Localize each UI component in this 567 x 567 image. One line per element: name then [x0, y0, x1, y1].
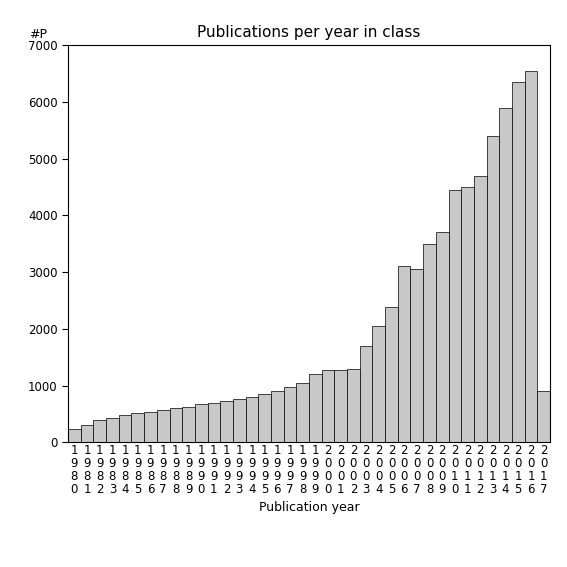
- Title: Publications per year in class: Publications per year in class: [197, 25, 421, 40]
- Bar: [170, 408, 182, 442]
- Bar: [486, 136, 500, 442]
- Bar: [335, 370, 347, 442]
- Bar: [538, 391, 550, 442]
- X-axis label: Publication year: Publication year: [259, 501, 359, 514]
- Bar: [284, 387, 297, 442]
- Bar: [220, 401, 233, 442]
- Bar: [144, 412, 157, 442]
- Bar: [373, 326, 385, 442]
- Bar: [524, 71, 538, 442]
- Bar: [68, 429, 81, 442]
- Bar: [385, 307, 398, 442]
- Bar: [157, 410, 170, 442]
- Bar: [512, 82, 524, 442]
- Bar: [448, 190, 461, 442]
- Bar: [195, 404, 208, 442]
- Bar: [309, 374, 321, 442]
- Bar: [81, 425, 94, 442]
- Bar: [182, 407, 195, 442]
- Bar: [321, 370, 335, 442]
- Bar: [411, 269, 423, 442]
- Bar: [106, 418, 119, 442]
- Text: #P: #P: [29, 28, 48, 41]
- Bar: [436, 232, 448, 442]
- Bar: [297, 383, 309, 442]
- Bar: [474, 176, 486, 442]
- Bar: [94, 420, 106, 442]
- Bar: [347, 369, 359, 442]
- Bar: [398, 266, 411, 442]
- Bar: [461, 187, 474, 442]
- Bar: [259, 394, 271, 442]
- Bar: [208, 403, 220, 442]
- Bar: [233, 399, 246, 442]
- Bar: [132, 413, 144, 442]
- Bar: [359, 346, 373, 442]
- Bar: [500, 108, 512, 442]
- Bar: [246, 397, 259, 442]
- Bar: [423, 244, 436, 442]
- Bar: [119, 415, 132, 442]
- Bar: [271, 391, 284, 442]
